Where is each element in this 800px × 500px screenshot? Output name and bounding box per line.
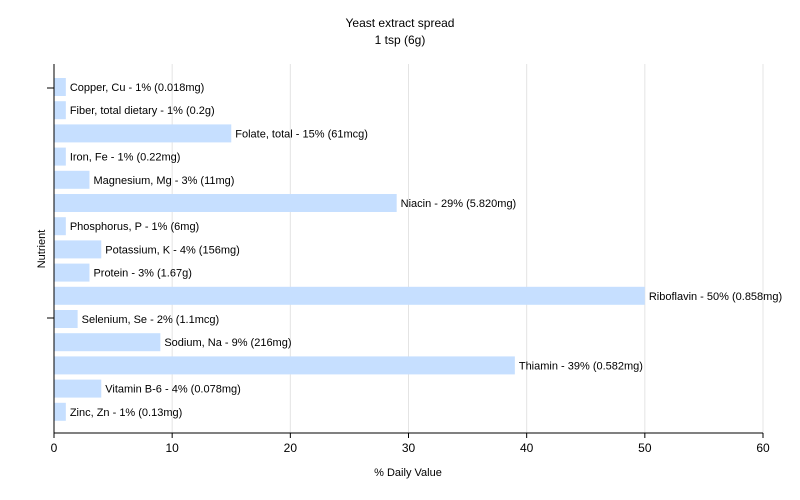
bar-label: Iron, Fe - 1% (0.22mg)	[70, 152, 181, 164]
y-axis-label: Nutrient	[36, 230, 48, 269]
bar	[54, 356, 515, 375]
bar-label: Phosphorus, P - 1% (6mg)	[70, 221, 199, 233]
chart-title: Yeast extract spread	[346, 16, 455, 30]
bar	[54, 170, 90, 189]
bar	[54, 217, 66, 236]
chart-subtitle: 1 tsp (6g)	[375, 33, 426, 47]
bar-label: Zinc, Zn - 1% (0.13mg)	[70, 407, 182, 419]
bar	[54, 240, 102, 259]
bars-group: Copper, Cu - 1% (0.018mg) Fiber, total di…	[54, 78, 782, 421]
bar-label: Protein - 3% (1.67g)	[93, 268, 191, 280]
bar-label: Vitamin B-6 - 4% (0.078mg)	[105, 384, 241, 396]
bar	[54, 402, 66, 421]
bar	[54, 194, 397, 212]
bar	[54, 379, 102, 398]
bar-label: Fiber, total dietary - 1% (0.2g)	[70, 105, 215, 117]
bar	[54, 78, 66, 96]
bar	[54, 101, 66, 120]
x-tick-label: 60	[756, 441, 770, 455]
x-axis-label: % Daily Value	[374, 467, 442, 479]
bar	[54, 310, 78, 328]
bar	[54, 263, 90, 282]
x-tick-label: 0	[51, 441, 58, 455]
bar-label: Thiamin - 39% (0.582mg)	[519, 360, 643, 372]
bar	[54, 333, 161, 352]
bar-label: Copper, Cu - 1% (0.018mg)	[70, 82, 205, 94]
grid-lines	[171, 64, 764, 433]
bar	[54, 147, 66, 166]
bar-label: Riboflavin - 50% (0.858mg)	[649, 291, 782, 303]
x-tick-label: 30	[402, 441, 416, 455]
x-tick-label: 10	[165, 441, 179, 455]
bar-label: Magnesium, Mg - 3% (11mg)	[93, 175, 234, 187]
bar	[54, 286, 645, 305]
x-tick-label: 20	[284, 441, 298, 455]
x-tick-label: 40	[520, 441, 534, 455]
bar-label: Potassium, K - 4% (156mg)	[105, 244, 240, 256]
bar-label: Folate, total - 15% (61mcg)	[235, 128, 368, 140]
x-tick-label: 50	[638, 441, 652, 455]
bar-label: Selenium, Se - 2% (1.1mcg)	[82, 314, 220, 326]
bar-label: Sodium, Na - 9% (216mg)	[164, 337, 291, 349]
bar-label: Niacin - 29% (5.820mg)	[401, 198, 517, 210]
bar	[54, 124, 232, 143]
axes-group: 0 10 20 30 40 50 60	[47, 64, 770, 455]
